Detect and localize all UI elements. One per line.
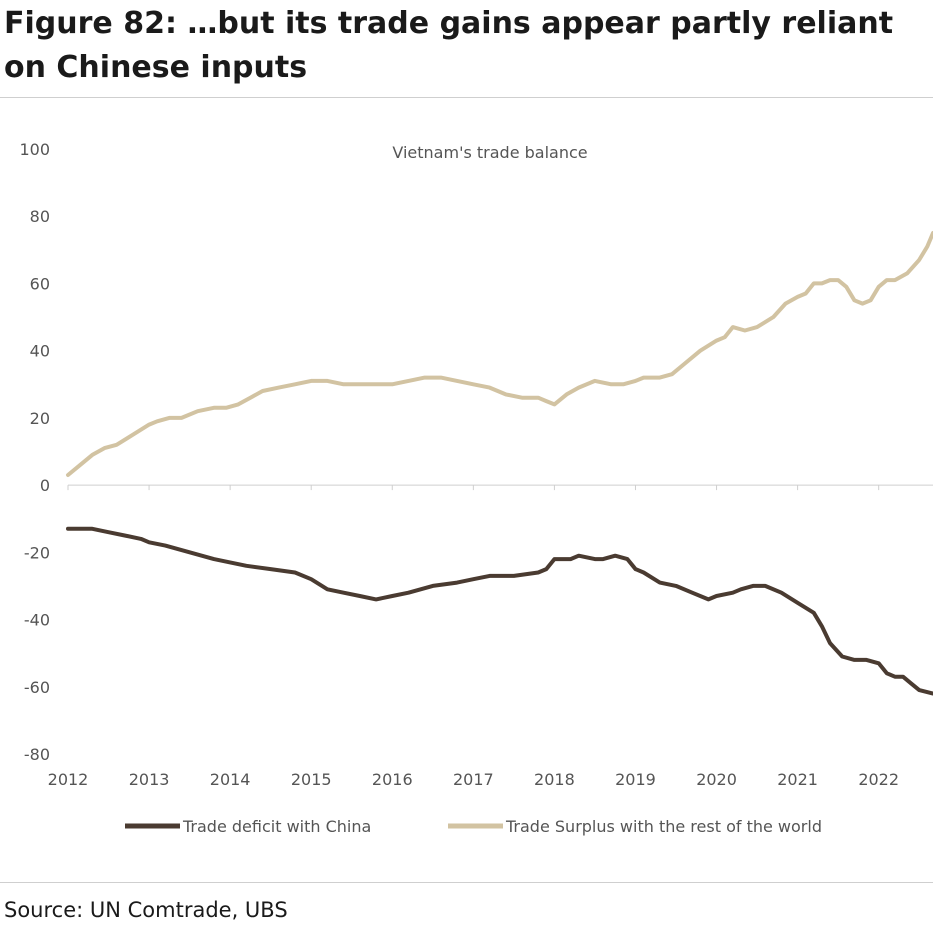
- x-tick-label: 2018: [534, 770, 575, 789]
- x-tick-label: 2020: [696, 770, 737, 789]
- legend-label-rest-of-world: Trade Surplus with the rest of the world: [505, 817, 822, 836]
- x-tick-label: 2017: [453, 770, 494, 789]
- x-tick-label: 2012: [48, 770, 89, 789]
- source-note: Source: UN Comtrade, UBS: [4, 898, 288, 922]
- legend: Trade deficit with China Trade Surplus w…: [125, 817, 822, 836]
- y-tick-label: -20: [24, 543, 50, 562]
- x-tick-label: 2013: [129, 770, 170, 789]
- x-tick-label: 2014: [210, 770, 251, 789]
- y-axis-ticks: 100 80 60 40 20 0 -20 -40 -60 -80: [19, 140, 50, 764]
- chart-title: Vietnam's trade balance: [392, 143, 587, 162]
- x-tick-label: 2015: [291, 770, 332, 789]
- x-axis-labels: 2012 2013 2014 2015 2016 2017 2018 2019 2020 2021…: [48, 770, 899, 789]
- x-tick-label: 2022: [858, 770, 899, 789]
- series-lines: [66, 231, 933, 696]
- trade-balance-chart: Vietnam's trade balance 100 80 60 40 20 0 -20 -…: [19, 140, 933, 836]
- x-tick-label: 2016: [372, 770, 413, 789]
- bottom-divider: [0, 882, 933, 883]
- top-divider: [0, 97, 933, 98]
- figure-title: Figure 82: …but its trade gains appear p…: [4, 6, 894, 85]
- legend-label-china: Trade deficit with China: [182, 817, 371, 836]
- x-tick-label: 2021: [777, 770, 818, 789]
- series-line-trade-deficit-china: [66, 526, 933, 696]
- y-tick-label: 0: [40, 476, 50, 495]
- y-tick-label: -60: [24, 678, 50, 697]
- x-axis-tick-marks: [67, 485, 880, 491]
- y-tick-label: 100: [19, 140, 50, 159]
- y-tick-label: -40: [24, 611, 50, 630]
- y-tick-label: 60: [30, 274, 50, 293]
- series-line-trade-surplus-rest-of-world: [66, 231, 933, 477]
- y-tick-label: 80: [30, 207, 50, 226]
- y-tick-label: 40: [30, 342, 50, 361]
- y-tick-label: 20: [30, 409, 50, 428]
- x-tick-label: 2019: [615, 770, 656, 789]
- y-tick-label: -80: [24, 745, 50, 764]
